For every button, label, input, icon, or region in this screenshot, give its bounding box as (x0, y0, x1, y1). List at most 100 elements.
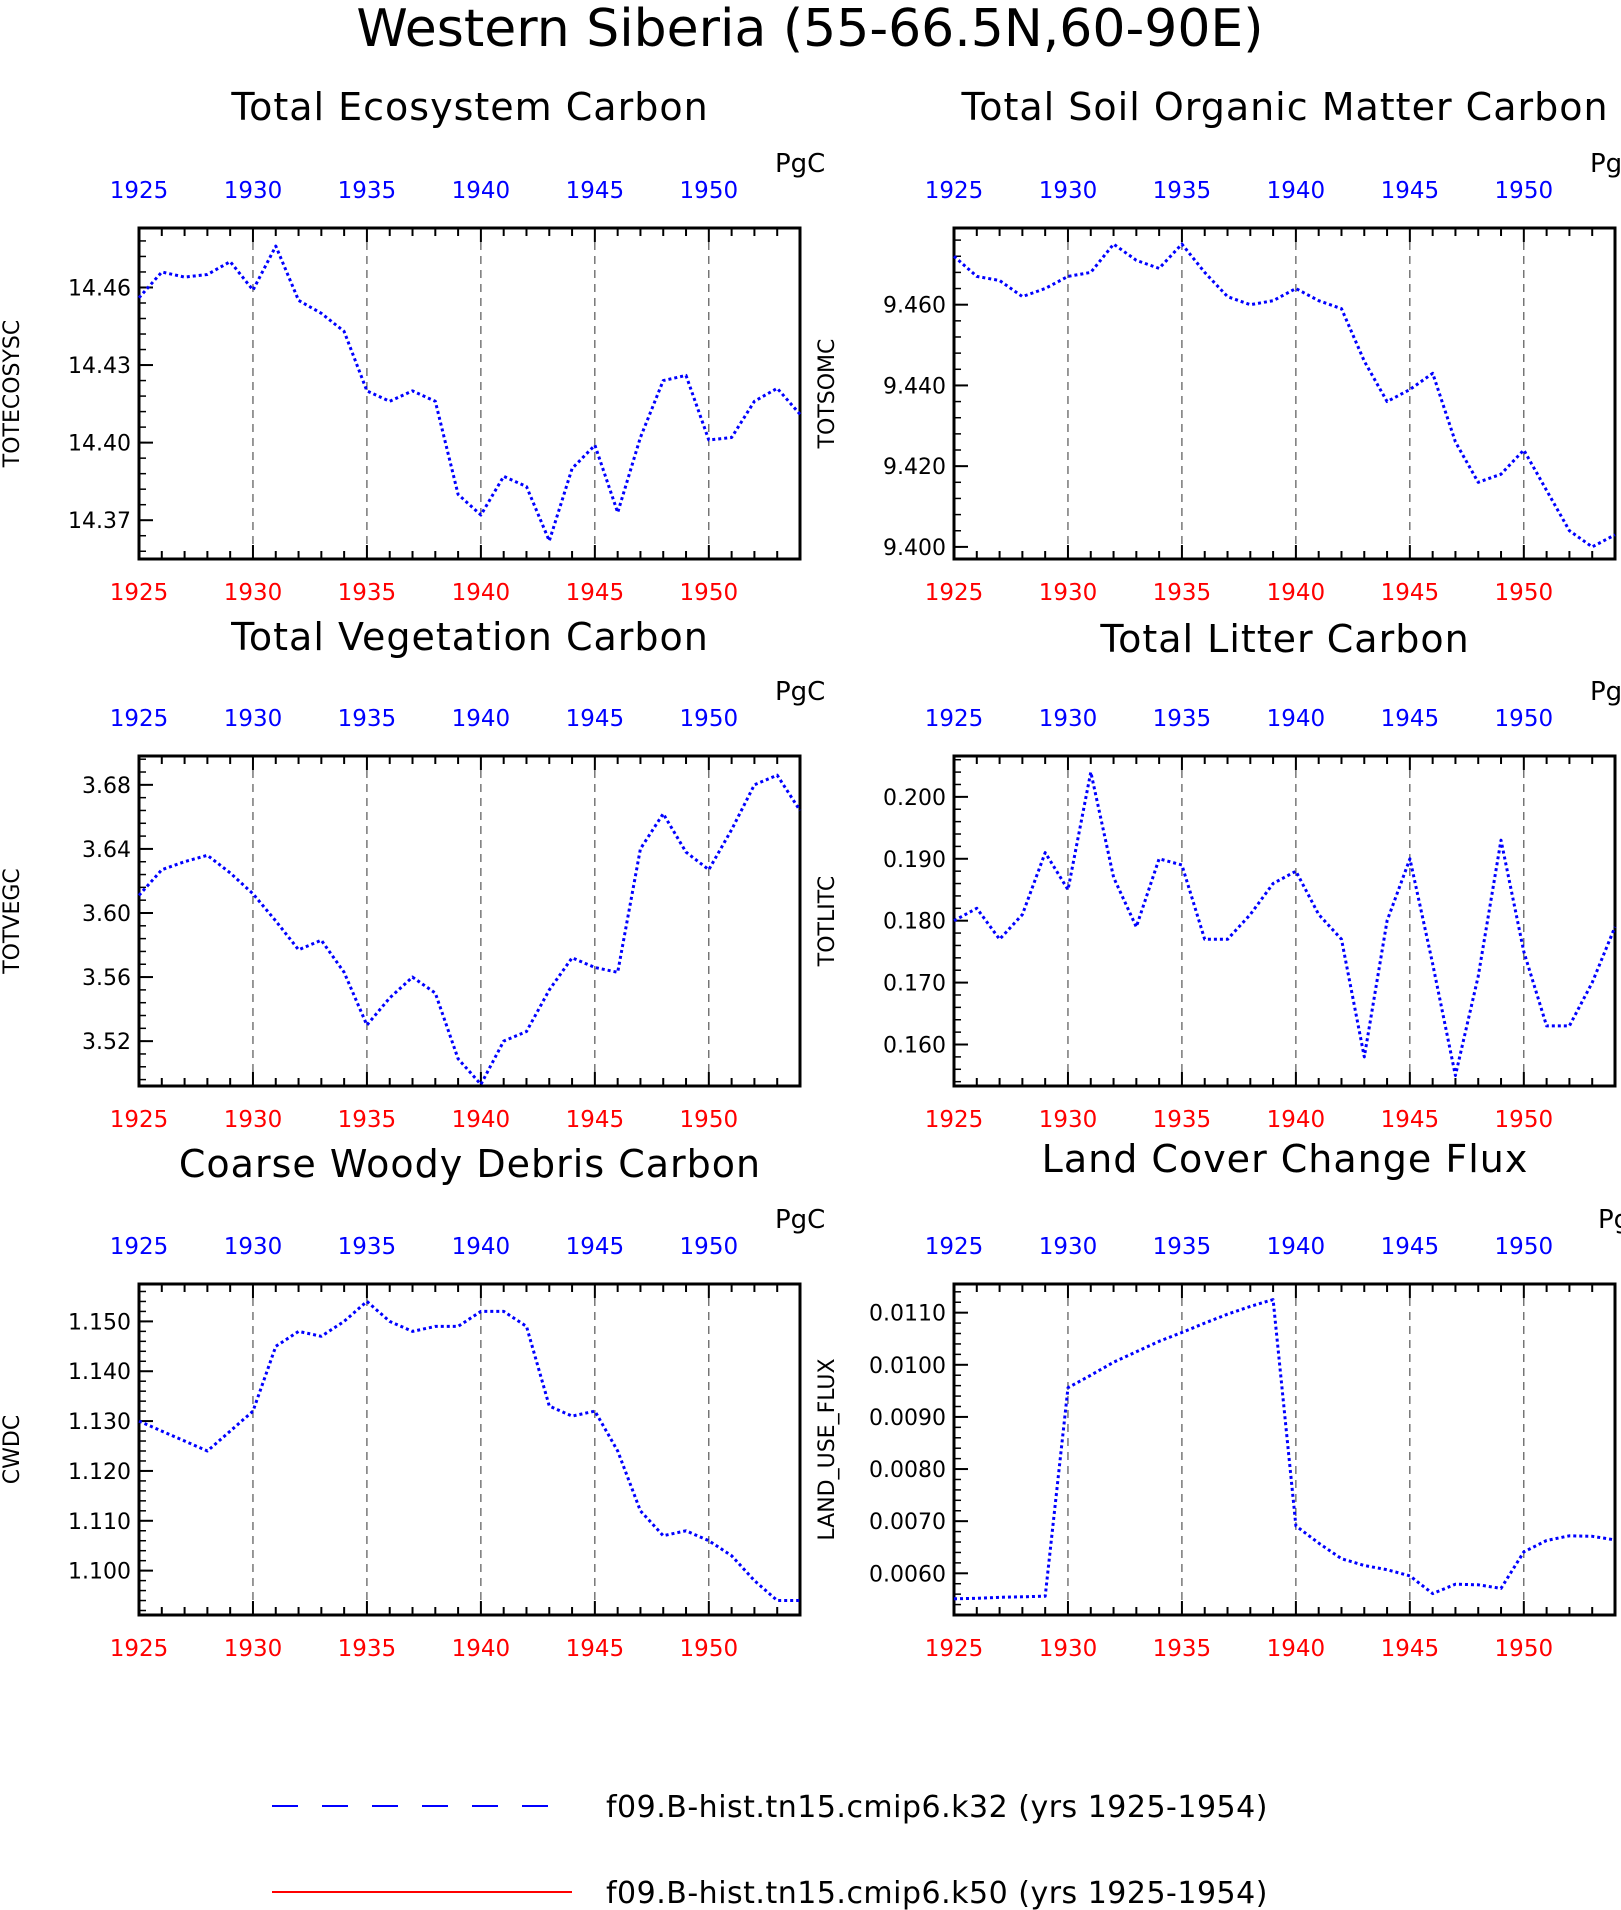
panel-title: Coarse Woody Debris Carbon (179, 1142, 761, 1186)
y-tick-label: 14.46 (68, 276, 131, 301)
x-tick-label-top: 1950 (1495, 178, 1554, 204)
x-tick-label-top: 1925 (110, 706, 169, 732)
y-tick-label: 0.0080 (869, 1458, 946, 1483)
y-tick-label: 3.52 (82, 1030, 131, 1055)
y-tick-label: 3.56 (82, 966, 131, 991)
x-tick-label-top: 1925 (110, 1234, 169, 1260)
x-tick-label-top: 1925 (925, 1234, 984, 1260)
x-tick-label-bottom: 1950 (1495, 1636, 1554, 1662)
x-tick-label-top: 1930 (224, 178, 283, 204)
x-tick-label-top: 1950 (1495, 1234, 1554, 1260)
units-label: PgC/y (1598, 1205, 1621, 1235)
y-tick-label: 0.170 (883, 972, 946, 997)
x-tick-label-bottom: 1950 (680, 1636, 739, 1662)
x-tick-label-bottom: 1950 (1495, 1107, 1554, 1133)
chart-panel-3: Total Litter Carbon PgC 1925 1925 1930 1930 19… (815, 617, 1621, 1133)
x-tick-label-bottom: 1930 (1039, 1107, 1098, 1133)
x-tick-label-bottom: 1925 (110, 580, 169, 606)
x-tick-label-bottom: 1930 (1039, 1636, 1098, 1662)
units-label: PgC (1590, 677, 1621, 707)
chart-panel-0: Total Ecosystem Carbon PgC 1925 1925 1930 193… (0, 85, 825, 606)
x-tick-label-bottom: 1940 (452, 580, 511, 606)
main-title: Western Siberia (55-66.5N,60-90E) (356, 0, 1263, 59)
x-tick-label-bottom: 1940 (452, 1636, 511, 1662)
x-tick-label-bottom: 1930 (224, 1636, 283, 1662)
x-tick-label-top: 1945 (566, 1234, 625, 1260)
plot-frame (137, 226, 802, 561)
chart-panel-5: Land Cover Change Flux PgC/y 1925 1925 1930 1… (815, 1137, 1621, 1662)
x-tick-label-bottom: 1945 (1381, 580, 1440, 606)
x-tick-label-top: 1930 (224, 1234, 283, 1260)
y-axis-label: LAND_USE_FLUX (815, 1358, 840, 1540)
y-tick-label: 0.0110 (869, 1302, 946, 1327)
x-tick-label-bottom: 1940 (1267, 580, 1326, 606)
x-tick-label-top: 1940 (1267, 1234, 1326, 1260)
panel-title: Total Ecosystem Carbon (230, 85, 708, 129)
x-tick-label-top: 1950 (680, 706, 739, 732)
legend: f09.B-hist.tn15.cmip6.k32 (yrs 1925-1954… (272, 1790, 1268, 1910)
x-tick-label-top: 1950 (680, 1234, 739, 1260)
x-tick-label-top: 1935 (338, 706, 397, 732)
x-tick-label-bottom: 1925 (110, 1636, 169, 1662)
panel-title: Total Litter Carbon (1099, 617, 1469, 661)
x-tick-label-top: 1935 (338, 178, 397, 204)
y-axis-label: TOTLITC (815, 876, 840, 967)
x-tick-label-bottom: 1945 (566, 1636, 625, 1662)
y-tick-label: 3.64 (82, 838, 131, 863)
x-tick-label-top: 1940 (452, 1234, 511, 1260)
y-tick-label: 0.0090 (869, 1406, 946, 1431)
units-label: PgC (1590, 149, 1621, 179)
y-tick-label: 0.180 (883, 910, 946, 935)
x-tick-label-top: 1930 (1039, 1234, 1098, 1260)
x-tick-label-bottom: 1935 (338, 580, 397, 606)
y-tick-label: 1.150 (68, 1310, 131, 1335)
panel-title: Land Cover Change Flux (1042, 1137, 1529, 1181)
x-tick-label-bottom: 1945 (566, 580, 625, 606)
x-tick-label-bottom: 1950 (680, 1107, 739, 1133)
x-tick-label-bottom: 1935 (1153, 1107, 1212, 1133)
panel-title: Total Vegetation Carbon (230, 615, 709, 659)
y-tick-label: 0.160 (883, 1034, 946, 1059)
plot-frame (952, 226, 1617, 561)
y-tick-label: 1.140 (68, 1360, 131, 1385)
units-label: PgC (775, 149, 825, 179)
x-tick-label-top: 1935 (1153, 706, 1212, 732)
y-tick-label: 1.100 (68, 1560, 131, 1585)
x-tick-label-bottom: 1940 (1267, 1107, 1326, 1133)
y-axis-label: TOTECOSYSC (0, 320, 25, 469)
y-tick-label: 1.120 (68, 1460, 131, 1485)
x-tick-label-bottom: 1935 (1153, 580, 1212, 606)
x-tick-label-top: 1935 (338, 1234, 397, 1260)
plot-frame (952, 1282, 1617, 1617)
x-tick-label-bottom: 1945 (1381, 1107, 1440, 1133)
x-tick-label-top: 1940 (1267, 706, 1326, 732)
x-tick-label-top: 1950 (680, 178, 739, 204)
x-tick-label-bottom: 1935 (1153, 1636, 1212, 1662)
x-tick-label-top: 1945 (566, 178, 625, 204)
series-line-k32 (137, 244, 802, 543)
x-tick-label-top: 1940 (1267, 178, 1326, 204)
y-tick-label: 14.40 (68, 432, 131, 457)
units-label: PgC (775, 677, 825, 707)
x-tick-label-top: 1945 (1381, 178, 1440, 204)
y-tick-label: 3.60 (82, 902, 131, 927)
y-tick-label: 14.37 (68, 509, 131, 534)
x-tick-label-bottom: 1930 (224, 1107, 283, 1133)
series-line-k32 (953, 1298, 1616, 1601)
legend-label-k50: f09.B-hist.tn15.cmip6.k50 (yrs 1925-1954… (606, 1876, 1268, 1910)
y-tick-label: 3.68 (82, 774, 131, 799)
x-tick-label-bottom: 1940 (1267, 1636, 1326, 1662)
x-tick-label-top: 1930 (1039, 706, 1098, 732)
y-axis-label: TOTSOMC (815, 339, 840, 450)
x-tick-label-bottom: 1935 (338, 1107, 397, 1133)
y-tick-label: 0.190 (883, 848, 946, 873)
chart-panel-1: Total Soil Organic Matter Carbon PgC 1925 1… (815, 85, 1621, 606)
y-axis-label: TOTVEGC (0, 868, 25, 975)
x-tick-label-top: 1925 (925, 178, 984, 204)
x-tick-label-bottom: 1940 (452, 1107, 511, 1133)
series-line-k32 (137, 773, 802, 1086)
y-tick-label: 9.460 (883, 294, 946, 319)
x-tick-label-bottom: 1925 (925, 1107, 984, 1133)
y-tick-label: 14.43 (68, 354, 131, 379)
y-tick-label: 0.200 (883, 786, 946, 811)
